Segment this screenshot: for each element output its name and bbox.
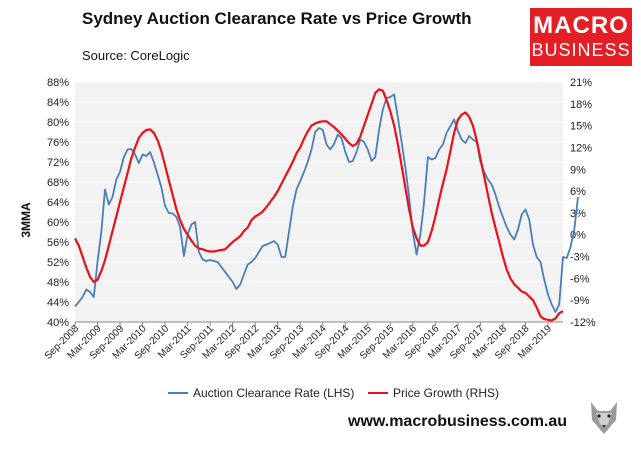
legend-label-price: Price Growth (RHS) bbox=[393, 386, 499, 400]
website-url: www.macrobusiness.com.au bbox=[348, 413, 568, 430]
macrobusiness-logo: MACRO BUSINESS bbox=[530, 8, 632, 66]
right-tick-label: 6% bbox=[570, 186, 586, 198]
series-line-clearance-rate bbox=[74, 93, 579, 313]
right-tick-label: -3% bbox=[570, 252, 590, 264]
right-tick-label: -6% bbox=[570, 273, 590, 285]
left-tick-label: 48% bbox=[47, 277, 69, 289]
right-tick-label: 3% bbox=[570, 208, 586, 220]
left-tick-label: 44% bbox=[47, 297, 69, 309]
right-tick-label: 12% bbox=[570, 142, 592, 154]
right-tick-label: 9% bbox=[570, 164, 586, 176]
logo-line2: BUSINESS bbox=[531, 40, 631, 60]
wolf-icon bbox=[586, 398, 622, 436]
right-tick-label: -12% bbox=[570, 317, 596, 329]
right-tick-label: 21% bbox=[570, 77, 592, 89]
y-axis-label: 3MMA bbox=[19, 202, 33, 238]
left-tick-label: 56% bbox=[47, 237, 69, 249]
right-tick-label: 15% bbox=[570, 121, 592, 133]
series-line-price-growth bbox=[74, 88, 564, 322]
chart-title: Sydney Auction Clearance Rate vs Price G… bbox=[82, 9, 472, 28]
left-tick-label: 40% bbox=[47, 317, 69, 329]
left-tick-label: 76% bbox=[47, 137, 69, 149]
left-tick-label: 72% bbox=[47, 157, 69, 169]
left-tick-label: 64% bbox=[47, 197, 69, 209]
legend-label-clearance: Auction Clearance Rate (LHS) bbox=[193, 386, 354, 400]
left-tick-label: 60% bbox=[47, 217, 69, 229]
right-tick-label: 18% bbox=[570, 99, 592, 111]
left-tick-label: 80% bbox=[47, 117, 69, 129]
logo-line1: MACRO bbox=[533, 12, 629, 39]
chart-subtitle: Source: CoreLogic bbox=[82, 48, 190, 63]
left-tick-label: 84% bbox=[47, 97, 69, 109]
left-tick-label: 52% bbox=[47, 257, 69, 269]
left-tick-label: 88% bbox=[47, 77, 69, 89]
left-tick-label: 68% bbox=[47, 177, 69, 189]
right-tick-label: -9% bbox=[570, 295, 590, 307]
